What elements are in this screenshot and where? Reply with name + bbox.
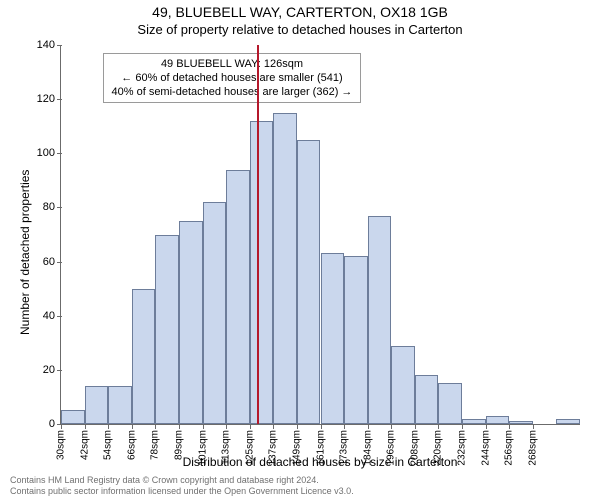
x-tick-mark xyxy=(391,424,392,429)
histogram-bar xyxy=(226,170,250,424)
histogram-bar xyxy=(297,140,321,424)
y-tick: 40 xyxy=(43,310,61,322)
histogram-bar xyxy=(132,289,156,424)
histogram-bar xyxy=(203,202,227,424)
x-tick-mark xyxy=(108,424,109,429)
x-tick-mark xyxy=(344,424,345,429)
histogram-bar xyxy=(462,419,486,424)
chart-figure: 49, BLUEBELL WAY, CARTERTON, OX18 1GB Si… xyxy=(0,0,600,500)
histogram-bar xyxy=(556,419,580,424)
x-tick-mark xyxy=(273,424,274,429)
histogram-bar xyxy=(438,383,462,424)
x-tick-mark xyxy=(438,424,439,429)
x-tick-mark xyxy=(321,424,322,429)
y-tick: 140 xyxy=(37,39,61,51)
x-tick-mark xyxy=(415,424,416,429)
plot-area: 49 BLUEBELL WAY: 126sqm ← 60% of detache… xyxy=(60,45,580,425)
histogram-bar xyxy=(368,216,392,424)
x-tick-mark xyxy=(297,424,298,429)
x-tick-mark xyxy=(486,424,487,429)
footer-line2: Contains public sector information licen… xyxy=(10,486,590,497)
histogram-bar xyxy=(61,410,85,424)
x-axis-label: Distribution of detached houses by size … xyxy=(60,455,580,469)
histogram-bar xyxy=(344,256,368,424)
histogram-bar xyxy=(108,386,132,424)
x-tick-mark xyxy=(155,424,156,429)
footer-attribution: Contains HM Land Registry data © Crown c… xyxy=(10,475,590,497)
histogram-bar xyxy=(415,375,439,424)
x-tick-mark xyxy=(179,424,180,429)
x-tick-mark xyxy=(61,424,62,429)
histogram-bar xyxy=(250,121,274,424)
x-tick-mark xyxy=(132,424,133,429)
histogram-bar xyxy=(486,416,510,424)
y-tick: 80 xyxy=(43,201,61,213)
histogram-bar xyxy=(155,235,179,425)
title-subtitle: Size of property relative to detached ho… xyxy=(0,22,600,37)
histogram-bar xyxy=(273,113,297,424)
title-address: 49, BLUEBELL WAY, CARTERTON, OX18 1GB xyxy=(0,4,600,20)
annotation-line2: ← 60% of detached houses are smaller (54… xyxy=(112,71,353,85)
histogram-bar xyxy=(321,253,345,424)
y-tick: 20 xyxy=(43,364,61,376)
y-tick: 100 xyxy=(37,147,61,159)
y-tick: 60 xyxy=(43,256,61,268)
x-tick-mark xyxy=(85,424,86,429)
x-tick-mark xyxy=(203,424,204,429)
y-tick: 120 xyxy=(37,93,61,105)
y-axis-label: Number of detached properties xyxy=(6,45,20,425)
reference-line xyxy=(257,45,259,424)
x-tick-mark xyxy=(226,424,227,429)
x-tick-mark xyxy=(533,424,534,429)
histogram-bar xyxy=(509,421,533,424)
annotation-line3: 40% of semi-detached houses are larger (… xyxy=(112,85,353,99)
histogram-bar xyxy=(391,346,415,425)
annotation-line1: 49 BLUEBELL WAY: 126sqm xyxy=(112,57,353,71)
x-tick-mark xyxy=(368,424,369,429)
footer-line1: Contains HM Land Registry data © Crown c… xyxy=(10,475,590,486)
histogram-bar xyxy=(85,386,109,424)
x-tick-mark xyxy=(250,424,251,429)
y-tick: 0 xyxy=(49,418,61,430)
x-tick-mark xyxy=(462,424,463,429)
annotation-box: 49 BLUEBELL WAY: 126sqm ← 60% of detache… xyxy=(103,53,362,104)
histogram-bar xyxy=(179,221,203,424)
x-tick-mark xyxy=(509,424,510,429)
